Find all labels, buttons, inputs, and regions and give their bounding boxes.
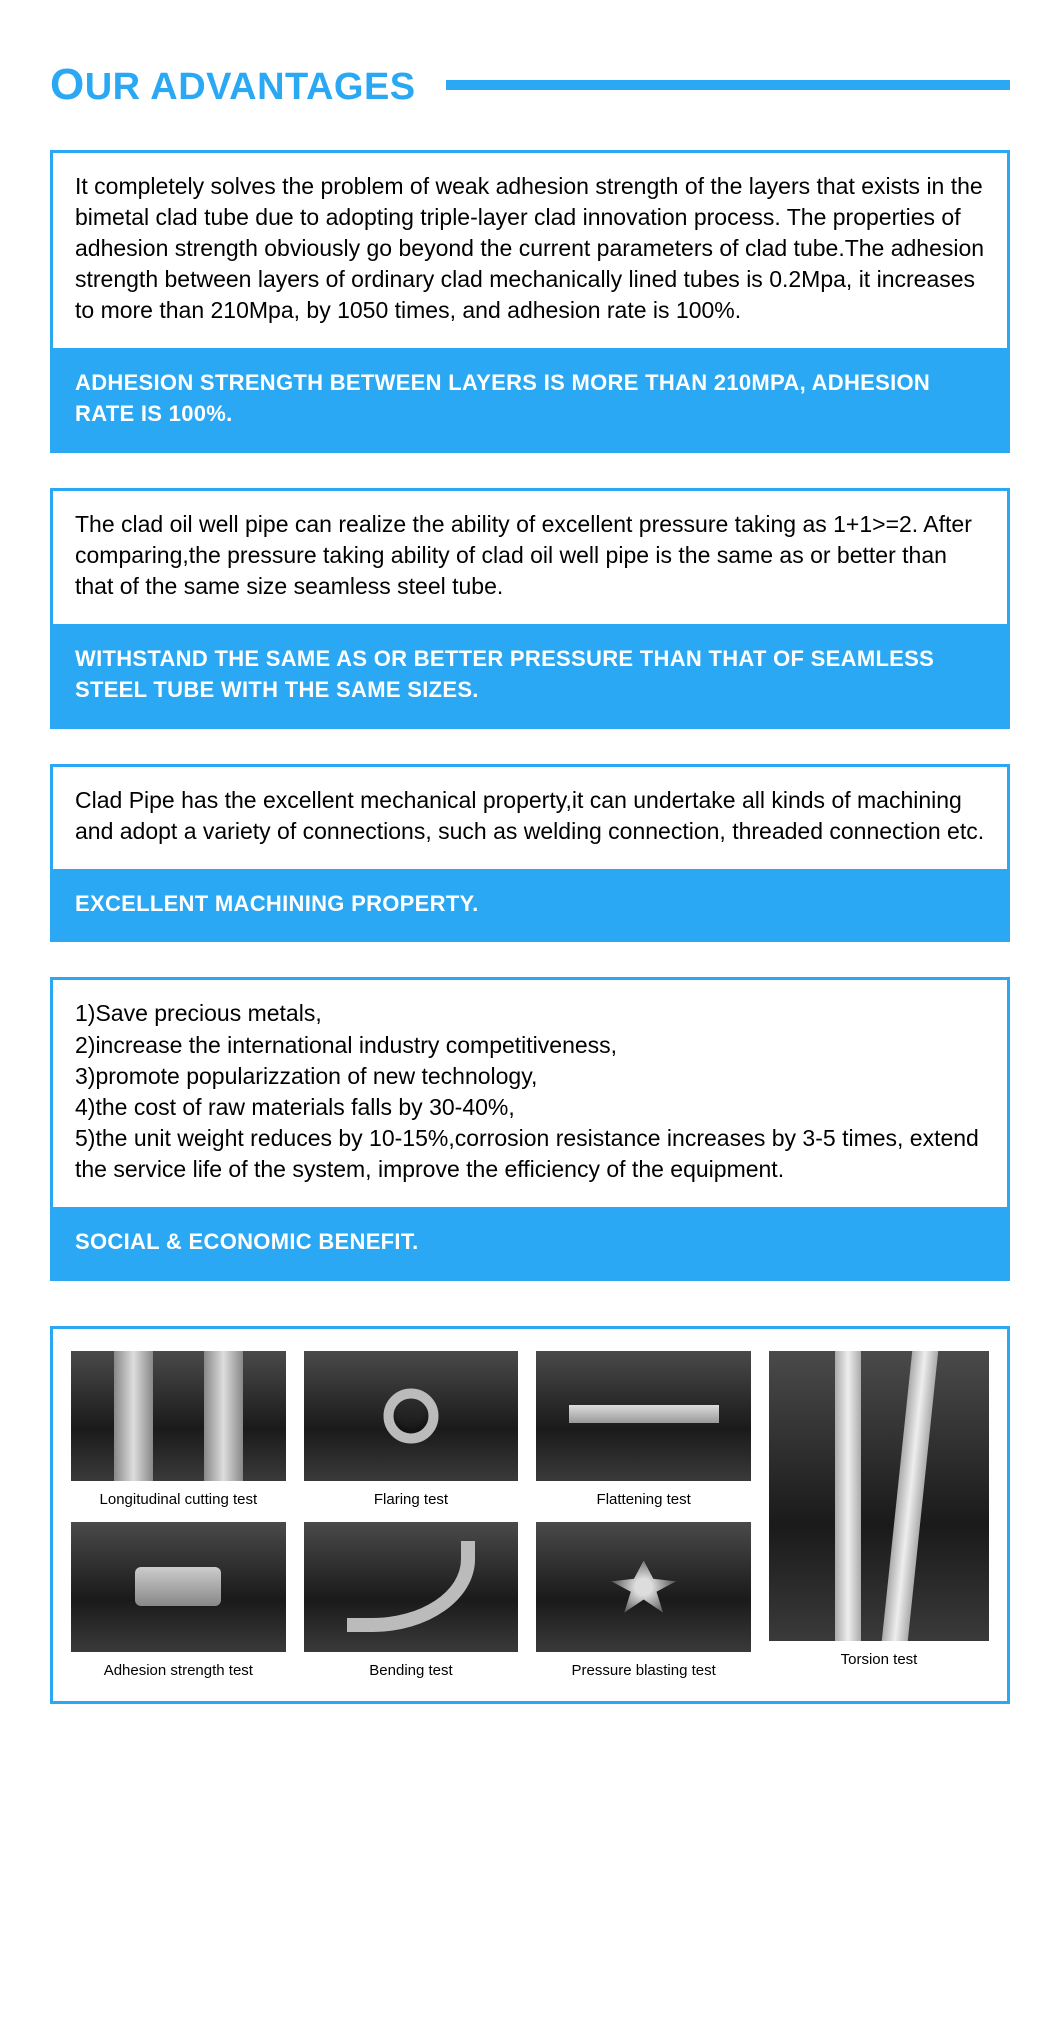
- advantage-card: Clad Pipe has the excellent mechanical p…: [50, 764, 1010, 943]
- title-underline: [446, 80, 1010, 90]
- advantage-footer: ADHESION STRENGTH BETWEEN LAYERS IS MORE…: [53, 348, 1007, 450]
- thumb-flattening: [536, 1351, 751, 1481]
- gallery-item: Flaring test: [304, 1351, 519, 1508]
- thumb-pressure-blasting: [536, 1522, 751, 1652]
- gallery-caption: Bending test: [369, 1662, 452, 1679]
- advantage-body: Clad Pipe has the excellent mechanical p…: [53, 767, 1007, 869]
- gallery-item: Torsion test: [769, 1351, 989, 1668]
- gallery-item: Pressure blasting test: [536, 1522, 751, 1679]
- gallery-caption: Flaring test: [374, 1491, 448, 1508]
- thumb-adhesion-strength: [71, 1522, 286, 1652]
- advantage-card: The clad oil well pipe can realize the a…: [50, 488, 1010, 729]
- gallery-item: Adhesion strength test: [71, 1522, 286, 1679]
- gallery-caption: Longitudinal cutting test: [100, 1491, 258, 1508]
- thumb-longitudinal-cutting: [71, 1351, 286, 1481]
- advantage-card: 1)Save precious metals, 2)increase the i…: [50, 977, 1010, 1280]
- advantage-footer: EXCELLENT MACHINING PROPERTY.: [53, 869, 1007, 940]
- thumb-torsion: [769, 1351, 989, 1641]
- gallery-item: Bending test: [304, 1522, 519, 1679]
- advantage-footer: SOCIAL & ECONOMIC BENEFIT.: [53, 1207, 1007, 1278]
- advantage-body: 1)Save precious metals, 2)increase the i…: [53, 980, 1007, 1206]
- gallery-caption: Pressure blasting test: [572, 1662, 716, 1679]
- title-text: OUR ADVANTAGES: [50, 60, 416, 110]
- gallery-caption: Flattening test: [597, 1491, 691, 1508]
- thumb-bending: [304, 1522, 519, 1652]
- section-title: OUR ADVANTAGES: [50, 60, 1010, 110]
- thumb-flaring: [304, 1351, 519, 1481]
- gallery-item: Flattening test: [536, 1351, 751, 1508]
- advantage-body: The clad oil well pipe can realize the a…: [53, 491, 1007, 624]
- gallery-item: Longitudinal cutting test: [71, 1351, 286, 1508]
- gallery-caption: Torsion test: [841, 1651, 918, 1668]
- gallery: Longitudinal cutting test Flaring test F…: [50, 1326, 1010, 1704]
- title-first-letter: O: [50, 60, 85, 109]
- title-rest: UR ADVANTAGES: [85, 66, 416, 108]
- advantage-card: It completely solves the problem of weak…: [50, 150, 1010, 453]
- advantage-footer: WITHSTAND THE SAME AS OR BETTER PRESSURE…: [53, 624, 1007, 726]
- advantage-body: It completely solves the problem of weak…: [53, 153, 1007, 348]
- gallery-grid: Longitudinal cutting test Flaring test F…: [71, 1351, 751, 1679]
- gallery-caption: Adhesion strength test: [104, 1662, 253, 1679]
- gallery-right: Torsion test: [769, 1351, 989, 1679]
